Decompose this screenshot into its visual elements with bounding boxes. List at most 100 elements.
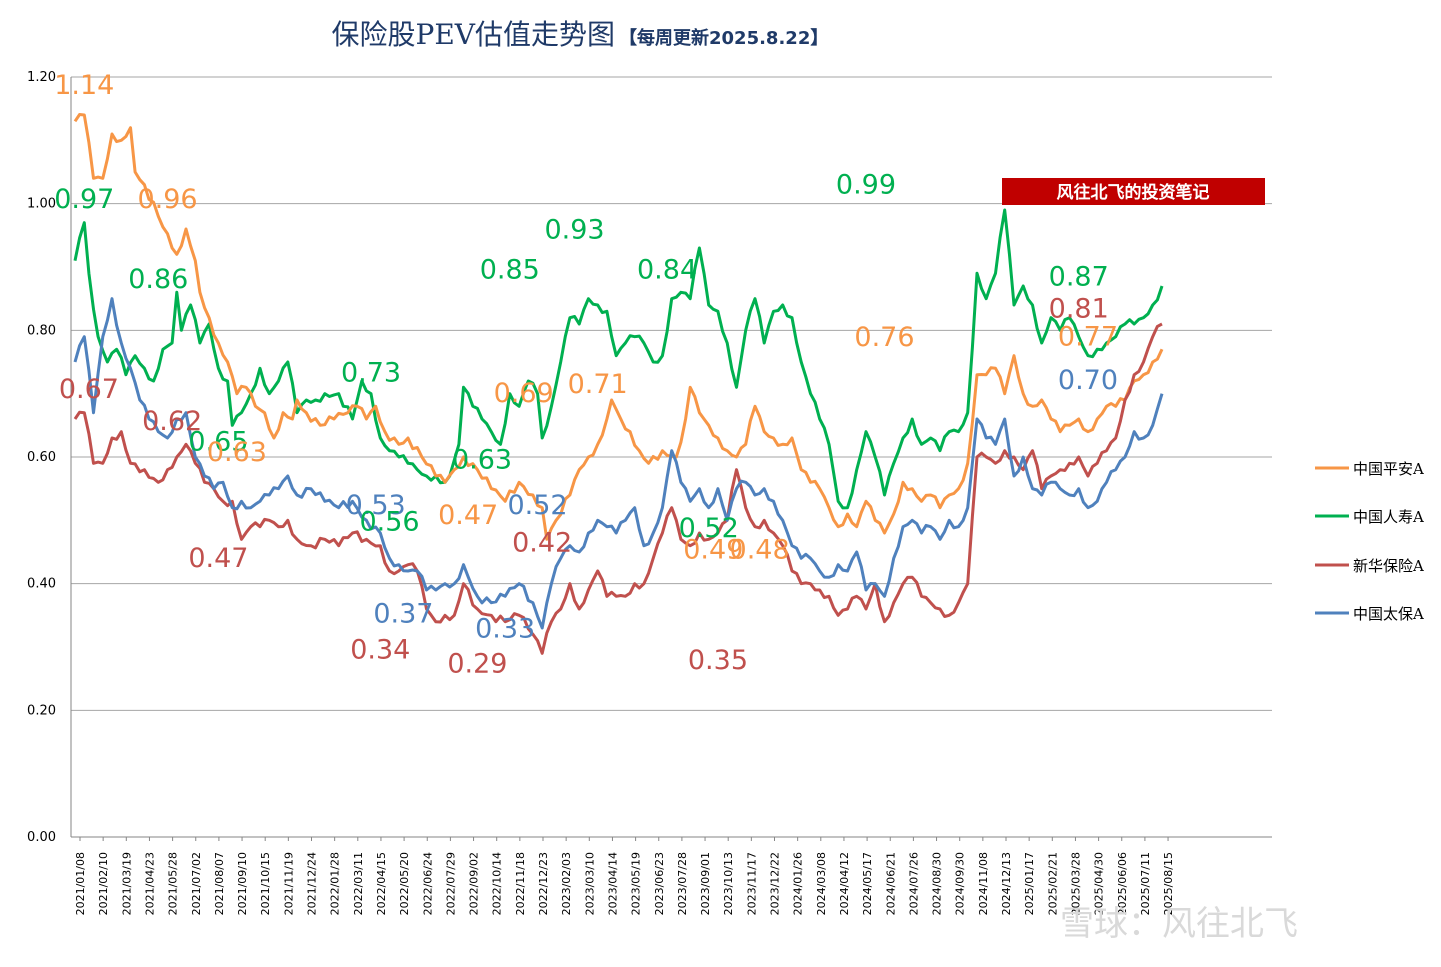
data-label: 0.86 xyxy=(128,264,188,295)
x-tick-label: 2024/03/08 xyxy=(815,852,828,915)
x-tick-label: 2024/01/26 xyxy=(792,852,805,915)
x-tick-label: 2023/07/28 xyxy=(676,852,689,915)
x-tick-label: 2021/03/19 xyxy=(120,852,133,915)
legend: 中国平安A 中国人寿A 新华保险A 中国太保A xyxy=(1315,460,1424,623)
footer-watermark: 雪球：风往北飞 xyxy=(1060,904,1298,944)
chart-subtitle: 【每周更新2025.8.22】 xyxy=(619,27,828,49)
series-lines xyxy=(73,113,1164,655)
x-tick-label: 2025/01/17 xyxy=(1023,852,1036,915)
x-tick-label: 2024/06/21 xyxy=(884,852,897,915)
series-line xyxy=(73,113,1164,541)
data-label: 0.69 xyxy=(494,378,554,409)
y-tick-label: 1.20 xyxy=(27,70,56,85)
legend-label: 中国人寿A xyxy=(1353,508,1424,526)
data-label: 0.47 xyxy=(188,543,248,574)
legend-label: 新华保险A xyxy=(1353,557,1424,575)
x-tick-label: 2021/07/02 xyxy=(190,852,203,915)
x-tick-label: 2025/07/11 xyxy=(1139,852,1152,915)
data-label: 0.49 xyxy=(683,534,743,565)
y-tick-label: 0.40 xyxy=(27,577,56,592)
x-tick-label: 2025/06/06 xyxy=(1116,852,1129,915)
x-tick-label: 2021/04/23 xyxy=(143,852,156,915)
series-line xyxy=(73,322,1163,655)
x-tick-label: 2023/06/23 xyxy=(653,852,666,915)
data-label: 0.56 xyxy=(359,506,419,537)
x-tick-label: 2022/05/20 xyxy=(398,852,411,915)
data-label: 0.48 xyxy=(730,534,790,565)
data-label: 0.34 xyxy=(350,634,410,665)
data-label: 0.33 xyxy=(475,614,535,645)
legend-label: 中国太保A xyxy=(1353,605,1424,623)
x-tick-label: 2022/09/02 xyxy=(468,852,481,915)
x-tick-label: 2022/07/29 xyxy=(444,852,457,915)
x-tick-label: 2022/03/11 xyxy=(352,852,365,915)
data-label: 0.63 xyxy=(207,437,267,468)
data-label: 0.71 xyxy=(568,369,628,400)
x-tick-label: 2022/06/24 xyxy=(421,852,434,915)
data-label: 0.87 xyxy=(1049,261,1109,292)
data-label: 0.29 xyxy=(447,648,507,679)
x-tick-label: 2022/11/18 xyxy=(514,852,527,915)
y-tick-label: 0.20 xyxy=(27,703,56,718)
x-tick-label: 2025/02/21 xyxy=(1046,852,1059,915)
y-tick-label: 1.00 xyxy=(27,197,56,212)
data-label: 0.73 xyxy=(341,358,401,389)
x-tick-label: 2021/08/07 xyxy=(213,852,226,915)
x-tick-label: 2021/01/08 xyxy=(74,852,87,915)
x-tick-label: 2022/12/23 xyxy=(537,852,550,915)
series-line xyxy=(73,208,1164,510)
x-tick-label: 2023/02/03 xyxy=(560,852,573,915)
x-tick-label: 2021/02/10 xyxy=(97,852,110,915)
data-label: 0.93 xyxy=(544,215,604,246)
x-tick-label: 2023/12/22 xyxy=(769,852,782,915)
x-tick-label: 2024/11/08 xyxy=(977,852,990,915)
x-tick-label: 2024/05/17 xyxy=(861,852,874,915)
x-tick-label: 2024/04/12 xyxy=(838,852,851,915)
watermark-box: 风往北飞的投资笔记 xyxy=(1002,178,1265,205)
chart-title: 保险股PEV估值走势图 xyxy=(331,18,615,51)
data-label: 0.63 xyxy=(452,444,512,475)
data-label: 0.65 xyxy=(188,427,248,458)
data-label: 0.81 xyxy=(1049,294,1109,325)
data-label: 0.67 xyxy=(59,374,119,405)
x-tick-label: 2022/10/14 xyxy=(491,852,504,915)
data-label: 0.77 xyxy=(1058,322,1118,353)
data-label: 0.35 xyxy=(688,645,748,676)
x-tick-label: 2023/10/13 xyxy=(722,852,735,915)
x-tick-label: 2024/09/30 xyxy=(954,852,967,915)
x-tick-label: 2021/12/24 xyxy=(306,852,319,915)
x-tick-label: 2021/09/10 xyxy=(236,852,249,915)
y-axis: 0.00 0.20 0.40 0.60 0.80 1.00 1.20 xyxy=(27,70,72,845)
x-tick-label: 2025/04/30 xyxy=(1093,852,1106,915)
x-tick-label: 2023/03/10 xyxy=(583,852,596,915)
watermark-background xyxy=(1002,178,1265,205)
data-label: 0.62 xyxy=(142,406,202,437)
x-tick-label: 2024/12/13 xyxy=(1000,852,1013,915)
data-label: 0.76 xyxy=(854,322,914,353)
data-label: 0.52 xyxy=(507,490,567,521)
x-tick-label: 2022/01/28 xyxy=(329,852,342,915)
x-tick-label: 2023/05/19 xyxy=(630,852,643,915)
series-line xyxy=(73,297,1164,630)
legend-label: 中国平安A xyxy=(1353,460,1424,478)
data-label: 0.96 xyxy=(137,184,197,215)
x-tick-label: 2021/05/28 xyxy=(167,852,180,915)
data-label: 0.70 xyxy=(1058,365,1118,396)
x-tick-label: 2021/10/15 xyxy=(259,852,272,915)
data-label: 0.37 xyxy=(373,598,433,629)
y-tick-label: 0.80 xyxy=(27,323,56,338)
y-tick-label: 0.00 xyxy=(27,830,56,845)
x-tick-label: 2022/04/15 xyxy=(375,852,388,915)
x-tick-label: 2025/08/15 xyxy=(1162,852,1175,915)
data-annotations: 1.140.97 0.960.860.670.620.650.630.470.73… xyxy=(54,70,1118,679)
data-label: 1.14 xyxy=(54,70,114,101)
data-label: 0.52 xyxy=(679,513,739,544)
data-label: 0.47 xyxy=(438,500,498,531)
x-tick-label: 2025/03/28 xyxy=(1069,852,1082,915)
x-tick-label: 2023/09/01 xyxy=(699,852,712,915)
watermark-label: 风往北飞的投资笔记 xyxy=(1057,182,1210,203)
x-tick-label: 2023/11/17 xyxy=(745,852,758,915)
x-tick-label: 2023/04/14 xyxy=(606,852,619,915)
